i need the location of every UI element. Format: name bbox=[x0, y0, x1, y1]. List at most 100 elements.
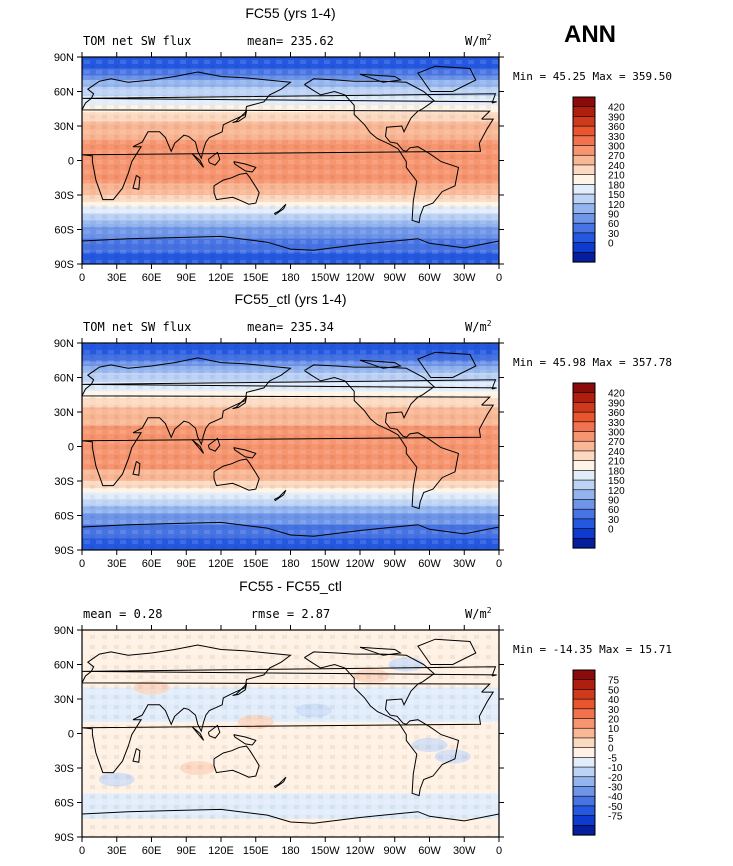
max-value: 359.50 bbox=[626, 70, 672, 83]
colorbar-box bbox=[572, 708, 596, 720]
coastline-4 bbox=[417, 351, 477, 378]
max-label: Max = bbox=[592, 643, 632, 656]
lat-tick-label: 30N bbox=[54, 694, 74, 706]
lon-tick-label: 0 bbox=[496, 272, 502, 284]
lon-tick-label: 90W bbox=[383, 272, 406, 284]
coastline-3 bbox=[82, 808, 499, 824]
coastline-9 bbox=[232, 109, 248, 123]
coastline-1 bbox=[304, 78, 460, 224]
min-max-label: Min = -14.35 Max = 15.71 bbox=[513, 643, 672, 656]
lon-tick-label: 60W bbox=[418, 272, 441, 284]
colorbar-box bbox=[572, 795, 596, 807]
lat-tick-label: 60N bbox=[54, 87, 74, 99]
colorbar-box bbox=[572, 154, 596, 166]
lon-tick-label: 90W bbox=[383, 558, 406, 570]
colorbar-label: 10 bbox=[608, 724, 620, 735]
colorbar-label: 30 bbox=[608, 705, 620, 716]
lon-tick-label: 150E bbox=[243, 845, 269, 857]
coastline-8 bbox=[233, 734, 257, 746]
panel-center-label: mean= 235.34 bbox=[247, 320, 334, 334]
coastline-10 bbox=[82, 666, 497, 677]
colorbar-label: 150 bbox=[608, 476, 625, 487]
colorbar-label: 30 bbox=[608, 229, 620, 240]
colorbar-box bbox=[572, 805, 596, 817]
colorbar-label: 60 bbox=[608, 219, 620, 230]
lon-tick-label: 120E bbox=[208, 558, 234, 570]
coastline-4 bbox=[417, 65, 477, 92]
coastline-3 bbox=[82, 235, 499, 251]
lat-tick-label: 0 bbox=[68, 729, 74, 741]
colorbar-label: 300 bbox=[608, 142, 625, 153]
coastline-12 bbox=[359, 359, 402, 369]
colorbar-box bbox=[572, 815, 596, 826]
max-label: Max = bbox=[586, 356, 626, 369]
colorbar-box bbox=[572, 518, 596, 530]
coastline-11 bbox=[273, 776, 287, 789]
colorbar-box bbox=[572, 508, 596, 520]
min-label: Min = bbox=[513, 70, 546, 83]
units-label: W/m2 bbox=[465, 606, 492, 621]
min-max-label: Min = 45.25 Max = 359.50 bbox=[513, 70, 672, 83]
panel-left-label: mean = 0.28 bbox=[83, 607, 162, 621]
colorbar-label: -75 bbox=[608, 812, 623, 823]
lon-tick-label: 60W bbox=[418, 845, 441, 857]
lat-tick-label: 30S bbox=[54, 476, 74, 488]
coastline-8 bbox=[233, 161, 257, 173]
colorbar-box bbox=[572, 786, 596, 797]
lat-tick-label: 30S bbox=[54, 763, 74, 775]
colorbar-box bbox=[572, 528, 596, 539]
lon-tick-label: 120W bbox=[346, 845, 375, 857]
colorbar-label: -30 bbox=[608, 782, 623, 793]
lat-tick-label: 90N bbox=[54, 52, 74, 64]
colorbar-box bbox=[572, 460, 596, 471]
lat-tick-label: 30S bbox=[54, 190, 74, 202]
panel-title: FC55_ctl (yrs 1-4) bbox=[234, 291, 346, 307]
colorbar-box bbox=[572, 125, 596, 137]
colorbar-label: 180 bbox=[608, 466, 625, 477]
panel-left-label: TOM net SW flux bbox=[83, 320, 191, 334]
panel-center-label: rmse = 2.87 bbox=[251, 607, 330, 621]
lon-tick-label: 120W bbox=[346, 272, 375, 284]
field-texture bbox=[82, 630, 499, 837]
colorbar-label: 300 bbox=[608, 428, 625, 439]
lat-tick-label: 30N bbox=[54, 121, 74, 133]
lon-tick-label: 150W bbox=[311, 272, 340, 284]
lon-tick-label: 120E bbox=[208, 845, 234, 857]
lon-tick-label: 120W bbox=[346, 558, 375, 570]
min-max-label: Min = 45.98 Max = 357.78 bbox=[513, 356, 672, 369]
min-value: 45.25 bbox=[546, 70, 586, 83]
colorbar-label: 270 bbox=[608, 437, 625, 448]
colorbar-box bbox=[572, 689, 596, 700]
colorbar-box bbox=[572, 440, 596, 452]
coastline-11 bbox=[273, 489, 287, 502]
colorbar-label: 90 bbox=[608, 209, 620, 220]
lon-tick-label: 60E bbox=[142, 272, 162, 284]
colorbar-box bbox=[572, 96, 596, 108]
coastline-1 bbox=[304, 651, 460, 797]
colorbar-label: 30 bbox=[608, 515, 620, 526]
colorbar-box bbox=[572, 737, 596, 749]
units-text: W/m bbox=[465, 320, 487, 334]
colorbar-box bbox=[572, 766, 596, 778]
coastline-6 bbox=[191, 726, 205, 741]
colorbar-box bbox=[572, 213, 596, 224]
colorbar-label: -50 bbox=[608, 802, 623, 813]
lon-tick-label: 30E bbox=[107, 845, 127, 857]
colorbar-label: 420 bbox=[608, 103, 625, 114]
units-label: W/m2 bbox=[465, 319, 492, 334]
coastline-12 bbox=[359, 73, 402, 83]
colorbar-box bbox=[572, 392, 596, 404]
colorbar-label: -10 bbox=[608, 763, 623, 774]
units-text: W/m bbox=[465, 607, 487, 621]
panel-center-label: mean= 235.62 bbox=[247, 34, 334, 48]
max-value: 357.78 bbox=[626, 356, 672, 369]
lon-tick-label: 90E bbox=[176, 845, 196, 857]
colorbar-box bbox=[572, 174, 596, 185]
colorbar-box bbox=[572, 431, 596, 442]
colorbar-box bbox=[572, 184, 596, 195]
colorbar-label: 150 bbox=[608, 190, 625, 201]
lat-tick-label: 60N bbox=[54, 660, 74, 672]
max-value: 15.71 bbox=[632, 643, 672, 656]
colorbar-frame bbox=[572, 96, 596, 263]
